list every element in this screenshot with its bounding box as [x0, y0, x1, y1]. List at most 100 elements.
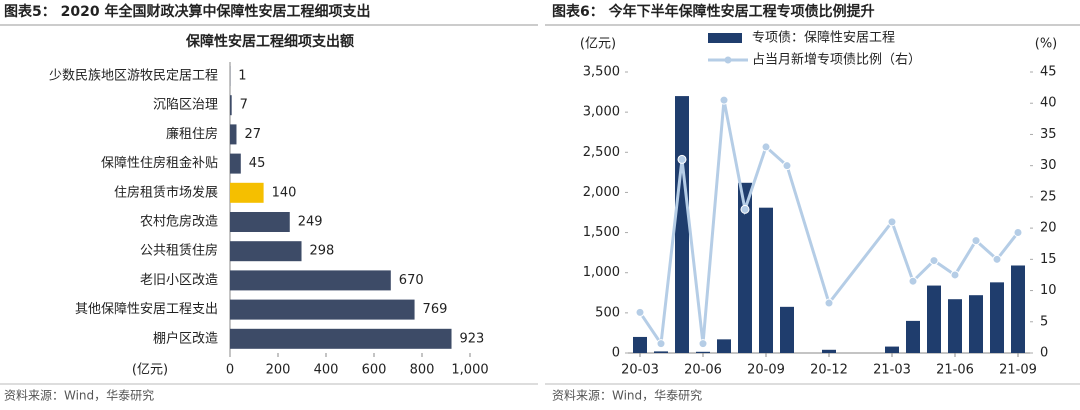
- value-label: 45: [249, 156, 266, 171]
- y-axis-label: (亿元): [580, 37, 616, 52]
- point: [929, 256, 939, 266]
- y-tick-label: 1,000: [583, 265, 620, 280]
- y-tick-label: 0: [612, 346, 620, 361]
- y-tick-label: 1,500: [583, 225, 620, 240]
- point: [761, 142, 771, 152]
- y-tick-label: 500: [595, 305, 620, 320]
- figure-title: 图表6： 今年下半年保障性安居工程专项债比例提升: [552, 3, 875, 20]
- value-label: 249: [298, 215, 323, 230]
- chart-title: 保障性安居工程细项支出额: [185, 33, 354, 50]
- point: [656, 339, 666, 349]
- x-tick-label: 21-09: [999, 363, 1037, 378]
- figure-title: 图表5： 2020 年全国财政决算中保障性安居工程细项支出: [4, 3, 370, 20]
- category-label: 农村危房改造: [140, 214, 218, 230]
- category-label: 其他保障性安居工程支出: [75, 302, 218, 317]
- point: [908, 276, 918, 286]
- category-label: 保障性住房租金补贴: [101, 155, 218, 171]
- point: [824, 298, 834, 308]
- value-label: 769: [423, 302, 448, 317]
- bar: [780, 306, 794, 353]
- source: 资料来源：Wind，华泰研究: [552, 388, 702, 403]
- y2-tick-label: 30: [1040, 158, 1057, 173]
- legend-swatch: [708, 33, 742, 43]
- x-tick-label: 600: [362, 363, 387, 378]
- bar: [654, 351, 668, 353]
- category-label: 棚户区改造: [153, 330, 218, 346]
- x-tick-label: 0: [226, 363, 234, 378]
- bar: [230, 153, 241, 174]
- y2-tick-label: 0: [1040, 346, 1048, 361]
- category-label: 公共租赁住房: [140, 243, 218, 259]
- point: [698, 339, 708, 349]
- category-label: 沉陷区治理: [153, 98, 218, 113]
- category-label: 廉租住房: [166, 126, 218, 142]
- bar: [885, 346, 899, 353]
- bar: [230, 328, 452, 349]
- category-label: 住房租赁市场发展: [114, 184, 218, 200]
- bar: [230, 124, 237, 145]
- y2-tick-label: 25: [1040, 189, 1057, 204]
- bar: [230, 270, 391, 291]
- bar: [633, 336, 647, 353]
- value-label: 298: [310, 244, 335, 259]
- x-tick-label: 21-03: [873, 363, 911, 378]
- bar: [969, 295, 983, 353]
- x-tick-label: 200: [266, 363, 291, 378]
- x-axis-label: (亿元): [132, 363, 168, 378]
- x-tick-label: 20-09: [747, 363, 785, 378]
- y2-axis-label: (%): [1035, 37, 1058, 52]
- y2-tick-label: 15: [1040, 252, 1057, 267]
- value-label: 140: [272, 185, 297, 200]
- value-label: 27: [244, 127, 261, 142]
- x-tick-label: 800: [410, 363, 435, 378]
- bar: [990, 282, 1004, 353]
- bar: [759, 207, 773, 353]
- bar: [230, 182, 264, 203]
- point: [719, 95, 729, 105]
- point: [740, 204, 750, 214]
- x-tick-label: 20-03: [621, 363, 659, 378]
- source: 资料来源：Wind，华泰研究: [4, 388, 154, 403]
- y2-tick-label: 35: [1040, 127, 1057, 142]
- legend-swatch: [724, 56, 732, 64]
- bar: [906, 320, 920, 353]
- point: [971, 236, 981, 246]
- value-label: 1: [238, 69, 246, 84]
- point: [677, 154, 687, 164]
- y2-tick-label: 5: [1040, 314, 1048, 329]
- point: [635, 307, 645, 317]
- bar: [1011, 265, 1025, 353]
- bar: [230, 95, 232, 116]
- x-tick-label: 400: [314, 363, 339, 378]
- bar: [696, 351, 710, 353]
- y-tick-label: 2,000: [583, 185, 620, 200]
- point: [1013, 227, 1023, 237]
- point: [950, 270, 960, 280]
- bar: [675, 96, 689, 353]
- y-tick-label: 3,000: [583, 105, 620, 120]
- x-tick-label: 1,000: [451, 363, 488, 378]
- x-tick-label: 20-12: [810, 363, 848, 378]
- point: [992, 254, 1002, 264]
- y-tick-label: 3,500: [583, 65, 620, 80]
- y2-tick-label: 20: [1040, 221, 1057, 236]
- legend-label: 专项债：保障性安居工程: [752, 31, 895, 46]
- category-label: 老旧小区改造: [140, 273, 218, 288]
- bar: [948, 299, 962, 353]
- bar: [822, 349, 836, 353]
- bar: [230, 299, 415, 320]
- point: [782, 161, 792, 171]
- value-label: 923: [460, 331, 485, 346]
- y2-tick-label: 40: [1040, 96, 1057, 111]
- bar: [230, 212, 290, 232]
- y-tick-label: 2,500: [583, 145, 620, 160]
- y2-tick-label: 10: [1040, 283, 1057, 298]
- legend-label: 占当月新增专项债比例（右）: [752, 52, 921, 68]
- bar: [738, 182, 752, 353]
- bar: [927, 285, 941, 353]
- line: [638, 99, 1020, 348]
- point: [887, 217, 897, 227]
- x-tick-label: 21-06: [936, 363, 974, 378]
